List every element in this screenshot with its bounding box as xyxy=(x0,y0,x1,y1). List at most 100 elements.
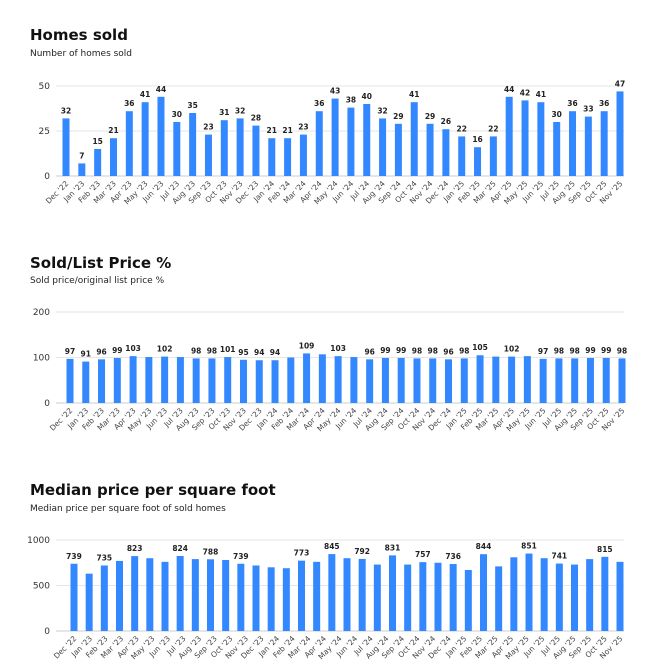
bar[interactable] xyxy=(347,107,355,176)
bar[interactable] xyxy=(116,560,123,631)
bar[interactable] xyxy=(489,136,497,176)
bar[interactable] xyxy=(394,123,402,176)
bar[interactable] xyxy=(586,357,594,403)
bar[interactable] xyxy=(379,118,387,176)
bar[interactable] xyxy=(191,559,199,631)
bar[interactable] xyxy=(442,129,450,176)
bar[interactable] xyxy=(189,113,197,176)
bar[interactable] xyxy=(410,102,418,176)
bar[interactable] xyxy=(569,111,577,176)
bar[interactable] xyxy=(334,356,342,403)
bar[interactable] xyxy=(236,118,244,176)
bar[interactable] xyxy=(268,138,276,176)
bar[interactable] xyxy=(555,358,563,403)
bar[interactable] xyxy=(207,559,214,631)
bar[interactable] xyxy=(571,564,578,631)
bar[interactable] xyxy=(413,358,421,403)
bar[interactable] xyxy=(366,359,374,403)
bar[interactable] xyxy=(141,102,149,176)
bar[interactable] xyxy=(616,91,624,176)
bar[interactable] xyxy=(94,149,102,176)
bar[interactable] xyxy=(328,554,336,631)
bar[interactable] xyxy=(78,163,86,176)
bar[interactable] xyxy=(429,358,437,403)
bar[interactable] xyxy=(505,96,513,176)
bar[interactable] xyxy=(553,122,561,176)
bar[interactable] xyxy=(476,355,484,403)
bar[interactable] xyxy=(331,98,339,176)
bar[interactable] xyxy=(100,565,108,631)
bar[interactable] xyxy=(350,357,358,403)
bar[interactable] xyxy=(495,566,503,631)
bar[interactable] xyxy=(426,123,434,176)
bar[interactable] xyxy=(343,558,351,631)
bar[interactable] xyxy=(204,134,212,176)
bar[interactable] xyxy=(224,357,232,403)
bar[interactable] xyxy=(192,358,200,403)
bar[interactable] xyxy=(176,357,184,403)
bar[interactable] xyxy=(131,556,139,631)
bar[interactable] xyxy=(616,561,624,631)
bar[interactable] xyxy=(601,556,609,631)
bar[interactable] xyxy=(539,358,547,403)
bar[interactable] xyxy=(125,111,133,176)
bar[interactable] xyxy=(492,356,500,403)
bar[interactable] xyxy=(313,561,321,631)
bar[interactable] xyxy=(298,560,305,631)
bar[interactable] xyxy=(239,359,247,403)
bar[interactable] xyxy=(525,553,533,631)
bar[interactable] xyxy=(555,563,563,631)
bar[interactable] xyxy=(161,561,169,631)
bar[interactable] xyxy=(404,564,412,631)
bar[interactable] xyxy=(252,565,260,631)
bar[interactable] xyxy=(464,570,472,631)
bar[interactable] xyxy=(480,554,487,631)
bar[interactable] xyxy=(287,357,295,404)
bar[interactable] xyxy=(267,567,275,631)
bar[interactable] xyxy=(537,102,545,176)
bar[interactable] xyxy=(222,560,230,631)
bar[interactable] xyxy=(460,358,468,403)
bar[interactable] xyxy=(70,563,78,631)
bar[interactable] xyxy=(299,134,307,176)
bar[interactable] xyxy=(208,358,216,403)
bar[interactable] xyxy=(113,357,121,403)
bar[interactable] xyxy=(449,564,457,631)
bar[interactable] xyxy=(62,118,70,176)
bar[interactable] xyxy=(358,558,366,631)
bar[interactable] xyxy=(389,555,396,631)
bar[interactable] xyxy=(584,116,592,176)
bar[interactable] xyxy=(397,357,405,403)
bar[interactable] xyxy=(602,357,610,403)
bar[interactable] xyxy=(85,573,93,631)
bar[interactable] xyxy=(363,104,371,176)
bar[interactable] xyxy=(161,356,169,403)
bar[interactable] xyxy=(271,360,279,403)
bar[interactable] xyxy=(618,358,626,403)
bar[interactable] xyxy=(381,357,389,403)
bar[interactable] xyxy=(458,136,466,176)
bar[interactable] xyxy=(146,558,154,631)
bar[interactable] xyxy=(220,120,228,176)
bar[interactable] xyxy=(145,357,153,403)
bar[interactable] xyxy=(173,122,181,176)
bar[interactable] xyxy=(282,568,290,631)
bar[interactable] xyxy=(434,562,442,631)
bar[interactable] xyxy=(540,558,548,631)
bar[interactable] xyxy=(157,96,165,176)
bar[interactable] xyxy=(237,563,245,631)
bar[interactable] xyxy=(474,147,482,176)
bar[interactable] xyxy=(419,562,427,631)
bar[interactable] xyxy=(255,360,263,403)
bar[interactable] xyxy=(303,353,311,403)
bar[interactable] xyxy=(82,361,90,403)
bar[interactable] xyxy=(510,557,518,631)
bar[interactable] xyxy=(600,111,608,176)
bar[interactable] xyxy=(445,359,453,403)
bar[interactable] xyxy=(318,354,326,403)
bar[interactable] xyxy=(571,358,579,403)
bar[interactable] xyxy=(315,111,323,176)
bar[interactable] xyxy=(66,358,74,403)
bar[interactable] xyxy=(508,356,516,403)
bar[interactable] xyxy=(176,556,184,631)
